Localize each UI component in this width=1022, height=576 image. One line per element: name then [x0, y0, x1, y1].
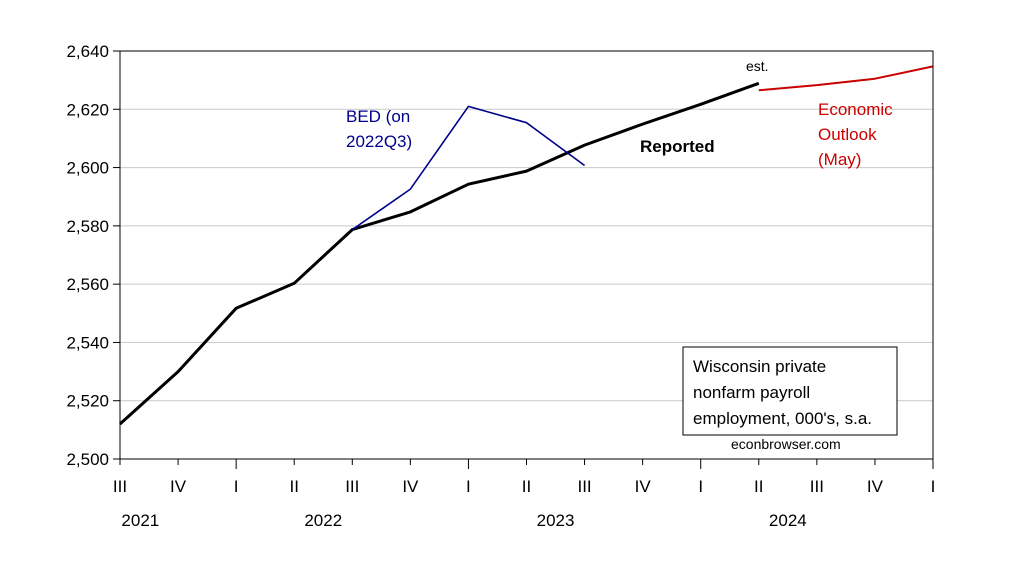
year-label: 2024 — [769, 511, 807, 530]
est-annotation: est. — [746, 58, 769, 74]
x-tick-label: I — [698, 477, 703, 496]
y-tick-label: 2,640 — [66, 42, 109, 61]
reported-annotation: Reported — [640, 137, 715, 156]
series-line-reported — [118, 81, 760, 426]
year-label: 2023 — [537, 511, 575, 530]
legend-box: Wisconsin private nonfarm payroll employ… — [682, 346, 898, 436]
year-label: 2021 — [121, 511, 159, 530]
legend-line2: nonfarm payroll — [693, 383, 810, 402]
bed-annotation-line1: BED (on — [346, 107, 410, 126]
x-tick-label: I — [234, 477, 239, 496]
x-tick-label: I — [466, 477, 471, 496]
source-text: econbrowser.com — [731, 436, 841, 452]
year-label: 2022 — [304, 511, 342, 530]
y-tick-label: 2,540 — [66, 333, 109, 352]
x-tick-label: IV — [170, 477, 187, 496]
x-tick-label: III — [810, 477, 824, 496]
bed-annotation-line2: 2022Q3) — [346, 132, 412, 151]
x-tick-label: II — [754, 477, 763, 496]
series-layer — [118, 65, 934, 426]
x-tick-label: IV — [402, 477, 419, 496]
x-tick-label: II — [289, 477, 298, 496]
legend-line3: employment, 000's, s.a. — [693, 409, 872, 428]
plot-frame — [119, 50, 934, 460]
x-tick-label: III — [113, 477, 127, 496]
y-tick-label: 2,600 — [66, 159, 109, 178]
y-tick-label: 2,500 — [66, 450, 109, 469]
x-tick-label: II — [522, 477, 531, 496]
y-tick-label: 2,580 — [66, 217, 109, 236]
legend-line1: Wisconsin private — [693, 357, 826, 376]
y-axis: 2,500 2,520 2,540 2,560 2,580 2,600 2,620 2,640 — [66, 42, 120, 469]
x-tick-label: IV — [867, 477, 884, 496]
series-line-economic-outlook-may — [758, 65, 934, 92]
y-tick-label: 2,620 — [66, 100, 109, 119]
outlook-annotation-line1: Economic — [818, 100, 893, 119]
x-tick-label: III — [577, 477, 591, 496]
legend-frame — [682, 346, 898, 436]
y-tick-label: 2,520 — [66, 392, 109, 411]
x-tick-label: III — [345, 477, 359, 496]
x-tick-label: I — [931, 477, 936, 496]
outlook-annotation-line2: Outlook — [818, 125, 877, 144]
outlook-annotation-line3: (May) — [818, 150, 861, 169]
series-line-bed-on-2022q3 — [351, 105, 586, 231]
y-tick-label: 2,560 — [66, 275, 109, 294]
x-tick-label: IV — [635, 477, 652, 496]
